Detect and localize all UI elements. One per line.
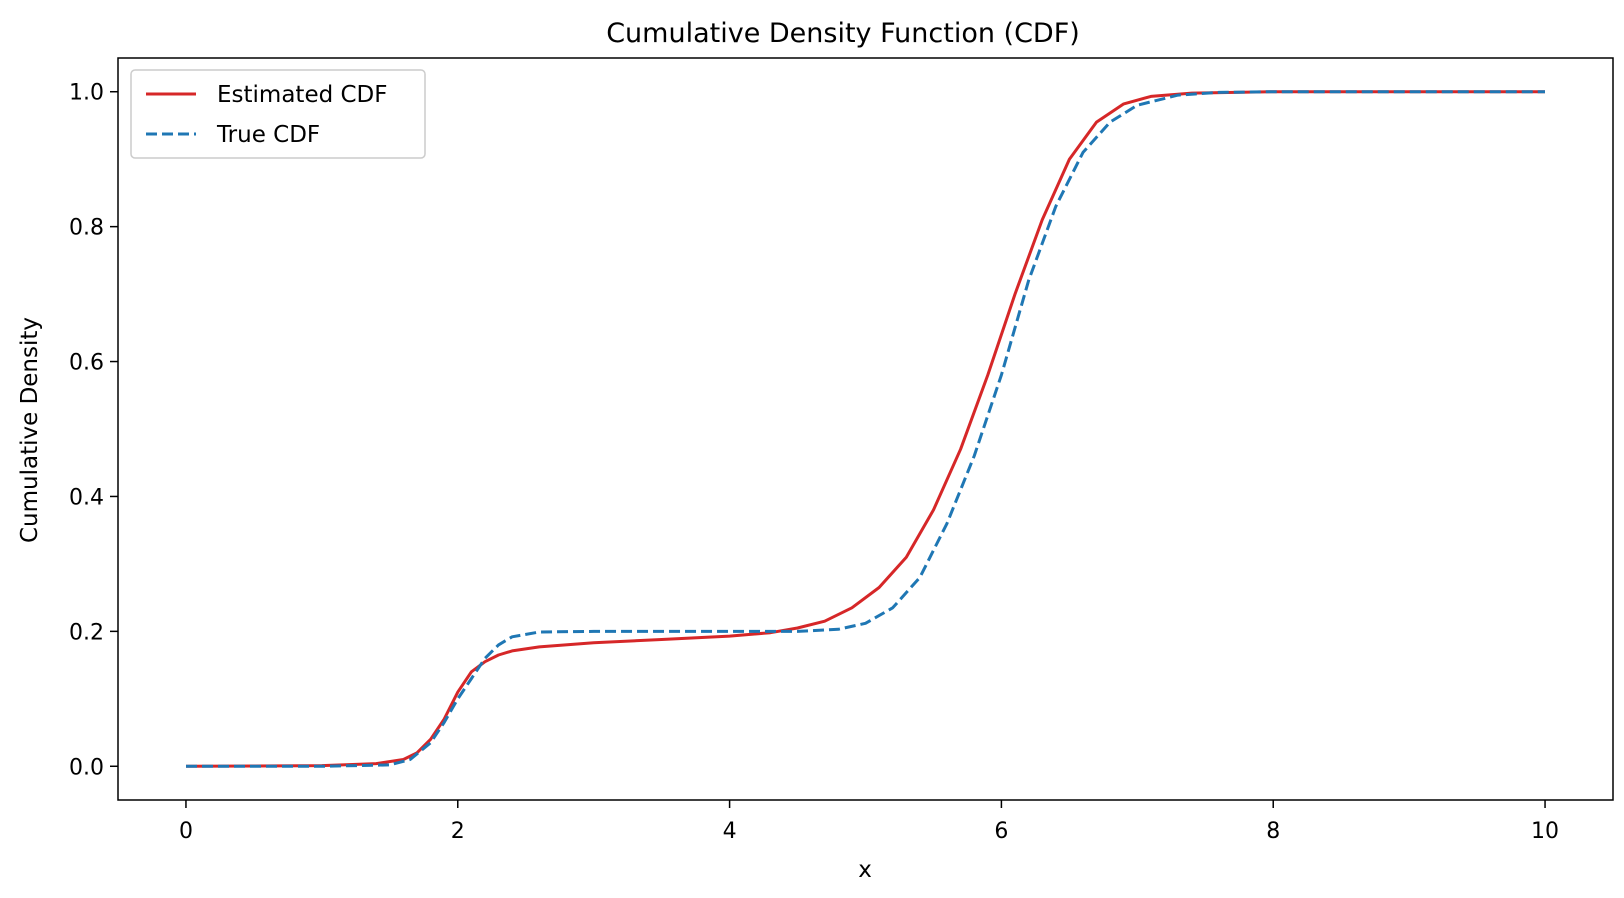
series-line-estimated-cdf [185,90,1545,768]
legend-box [130,69,426,159]
plot-frame [117,57,1614,801]
y-tick-label: 0.2 [69,620,104,645]
x-tick-label: 10 [1531,819,1559,844]
y-tick-label: 0.0 [69,755,104,780]
x-tick-label: 4 [723,819,737,844]
x-tick-label: 8 [1266,819,1280,844]
legend-label-true-cdf: True CDF [216,122,320,148]
x-axis-ticks: 0 2 4 6 8 10 [179,800,1559,844]
chart-title: Cumulative Density Function (CDF) [606,18,1080,49]
y-tick-label: 0.4 [69,485,104,510]
y-tick-label: 0.6 [69,351,104,376]
plot-area [185,90,1545,768]
y-axis-label: Cumulative Density [17,317,43,543]
x-tick-label: 6 [994,819,1008,844]
x-axis-label: x [858,857,872,883]
y-axis-ticks: 0.0 0.2 0.4 0.6 0.8 1.0 [69,81,118,780]
x-tick-label: 0 [179,819,193,844]
x-tick-label: 2 [451,819,465,844]
legend-label-estimated-cdf: Estimated CDF [217,82,388,108]
y-tick-label: 0.8 [69,216,104,241]
y-tick-label: 1.0 [69,81,104,106]
legend: Estimated CDF True CDF [130,69,426,159]
series-line-true-cdf [186,90,1545,768]
